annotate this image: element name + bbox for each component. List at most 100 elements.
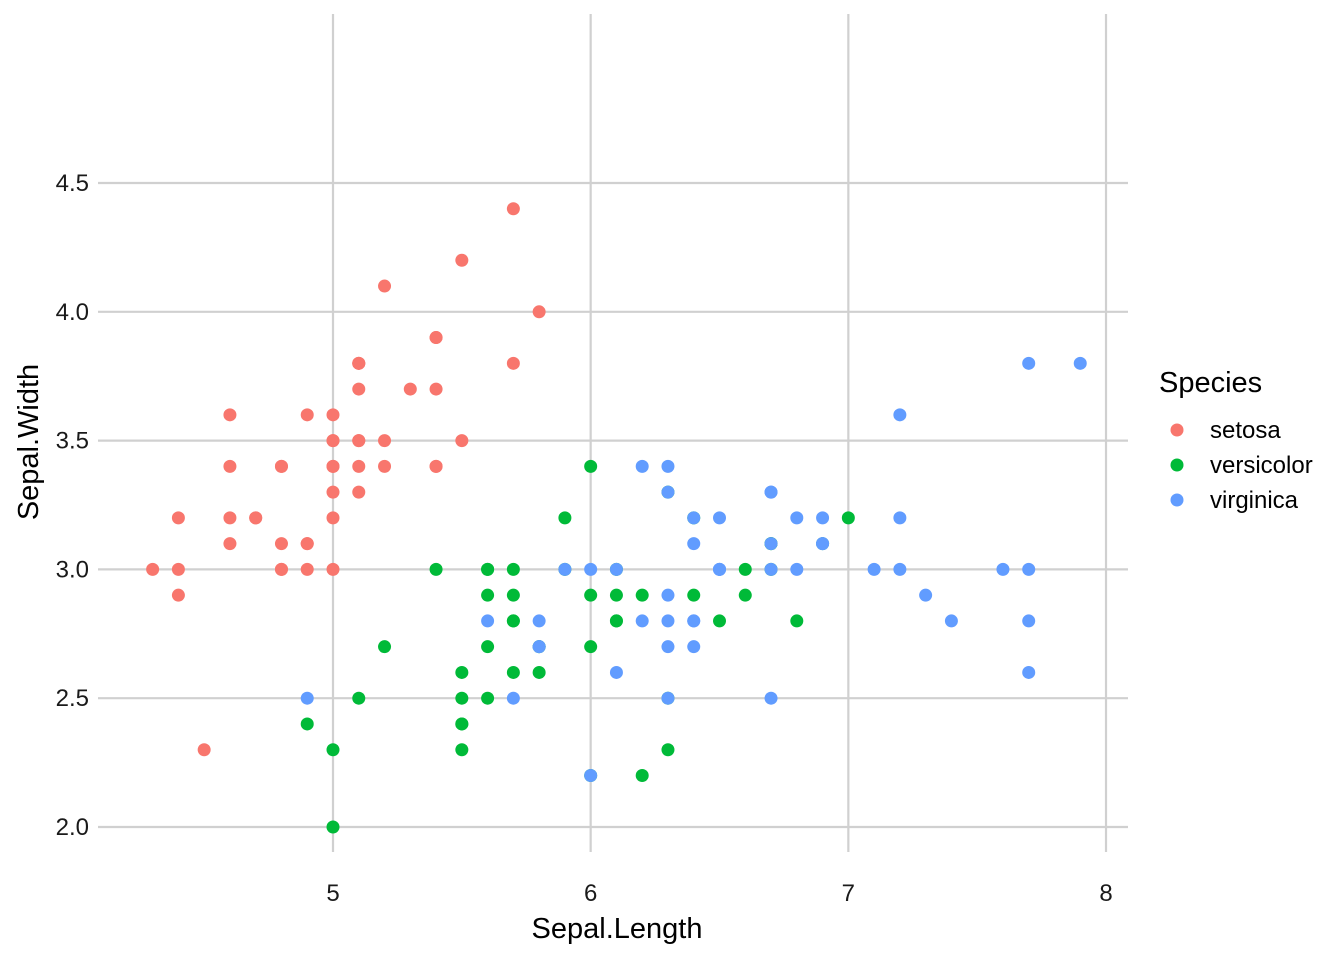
data-point-versicolor [481,640,495,654]
data-point-setosa [506,356,520,370]
data-point-virginica [764,691,778,705]
data-point-virginica [661,614,675,628]
data-point-virginica [661,485,675,499]
data-point-setosa [274,562,288,576]
data-point-virginica [687,614,701,628]
data-point-versicolor [738,588,752,602]
legend-label-versicolor: versicolor [1210,452,1313,479]
data-point-virginica [816,511,830,525]
data-point-virginica [1022,614,1036,628]
data-point-setosa [403,382,417,396]
data-point-virginica [816,537,830,551]
data-point-setosa [378,434,392,448]
data-point-versicolor [378,640,392,654]
data-point-setosa [249,511,263,525]
data-point-virginica [635,459,649,473]
y-tick-label: 3.5 [56,428,89,455]
data-point-versicolor [506,665,520,679]
data-point-setosa [171,511,185,525]
legend-items: setosa versicolor virginica [1170,417,1313,514]
y-tick-label: 2.0 [56,814,89,841]
data-point-virginica [506,691,520,705]
data-point-virginica [687,640,701,654]
x-tick-label: 7 [842,880,855,907]
data-point-setosa [223,408,237,422]
data-point-versicolor [584,640,598,654]
data-point-setosa [532,305,546,319]
data-point-setosa [326,434,340,448]
data-point-virginica [661,459,675,473]
data-point-virginica [1022,562,1036,576]
data-point-virginica [893,511,907,525]
data-point-setosa [506,202,520,216]
data-point-virginica [687,511,701,525]
data-point-virginica [635,614,649,628]
data-point-virginica [790,562,804,576]
data-point-setosa [352,434,366,448]
legend-label-virginica: virginica [1210,487,1299,514]
data-point-virginica [764,537,778,551]
data-point-versicolor [661,743,675,757]
data-point-setosa [300,408,314,422]
data-point-setosa [352,356,366,370]
data-point-setosa [146,562,160,576]
data-point-versicolor [609,614,623,628]
data-point-setosa [326,408,340,422]
data-point-setosa [378,459,392,473]
data-point-versicolor [635,588,649,602]
data-point-virginica [764,485,778,499]
data-point-virginica [944,614,958,628]
data-point-virginica [713,562,727,576]
data-point-virginica [609,665,623,679]
data-point-setosa [378,279,392,293]
data-point-setosa [326,562,340,576]
data-point-setosa [326,459,340,473]
legend-title: Species [1159,367,1262,399]
data-point-versicolor [300,717,314,731]
data-point-setosa [455,434,469,448]
data-point-versicolor [558,511,572,525]
data-point-virginica [919,588,933,602]
data-point-virginica [996,562,1010,576]
data-point-versicolor [481,562,495,576]
legend-marker-setosa [1170,423,1184,437]
data-point-virginica [790,511,804,525]
y-tick-label: 4.0 [56,299,89,326]
data-point-virginica [1022,356,1036,370]
legend: Species setosa versicolor virginica [1159,367,1313,514]
data-point-setosa [223,537,237,551]
data-point-versicolor [841,511,855,525]
data-point-versicolor [352,691,366,705]
data-point-versicolor [506,588,520,602]
data-point-versicolor [326,820,340,834]
data-point-virginica [764,562,778,576]
data-point-versicolor [455,743,469,757]
data-point-virginica [661,640,675,654]
x-tick-label: 5 [326,880,339,907]
data-point-virginica [1022,665,1036,679]
data-point-setosa [352,459,366,473]
data-point-setosa [223,511,237,525]
data-point-versicolor [609,588,623,602]
data-point-setosa [300,537,314,551]
data-point-versicolor [481,691,495,705]
points-layer [146,202,1087,834]
data-point-setosa [352,485,366,499]
x-axis-title: Sepal.Length [532,913,703,945]
data-point-virginica [1073,356,1087,370]
data-point-versicolor [506,562,520,576]
data-point-setosa [455,253,469,267]
data-point-setosa [326,511,340,525]
data-point-versicolor [790,614,804,628]
data-point-virginica [713,511,727,525]
grid-layer [98,14,1128,852]
data-point-versicolor [738,562,752,576]
data-point-virginica [893,408,907,422]
data-point-virginica [893,562,907,576]
x-axis-ticks: 5 6 7 8 [326,880,1112,907]
data-point-versicolor [326,743,340,757]
y-axis-ticks: 2.0 2.5 3.0 3.5 4.0 4.5 [56,170,89,841]
data-point-virginica [558,562,572,576]
data-point-setosa [223,459,237,473]
